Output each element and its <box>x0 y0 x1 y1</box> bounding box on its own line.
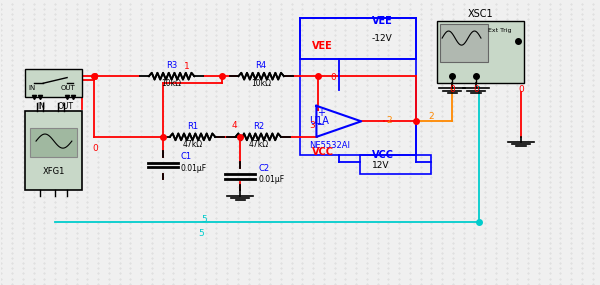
FancyBboxPatch shape <box>30 128 77 157</box>
Text: 0.01μF: 0.01μF <box>181 164 206 173</box>
Text: VCC: VCC <box>371 150 394 160</box>
Text: 3: 3 <box>309 121 315 131</box>
Text: 0: 0 <box>449 85 455 94</box>
Text: C2: C2 <box>258 164 269 173</box>
Text: 2: 2 <box>387 116 392 125</box>
Text: 2: 2 <box>428 111 434 121</box>
Text: VCC: VCC <box>312 147 334 157</box>
FancyBboxPatch shape <box>440 24 488 62</box>
Text: 10kΩ: 10kΩ <box>161 79 182 88</box>
Text: 47kΩ: 47kΩ <box>248 140 268 149</box>
Text: -12V: -12V <box>371 34 392 43</box>
Text: 4: 4 <box>232 121 237 131</box>
Text: NE5532AI: NE5532AI <box>309 141 350 150</box>
Text: OUT: OUT <box>58 102 74 111</box>
Text: 0: 0 <box>93 144 98 153</box>
FancyBboxPatch shape <box>25 111 82 190</box>
Text: VEE: VEE <box>312 41 332 51</box>
Text: XSC1: XSC1 <box>468 9 493 19</box>
Text: 0.01μF: 0.01μF <box>258 175 284 184</box>
Text: R1: R1 <box>187 122 198 131</box>
FancyBboxPatch shape <box>437 21 524 83</box>
Text: Ext Trig: Ext Trig <box>488 28 512 33</box>
Text: 0: 0 <box>93 74 98 82</box>
Text: C1: C1 <box>181 152 191 161</box>
Text: +: + <box>317 108 325 118</box>
FancyBboxPatch shape <box>25 69 82 97</box>
Text: IN: IN <box>37 102 45 111</box>
Text: 0: 0 <box>473 85 479 94</box>
Text: R2: R2 <box>253 122 264 131</box>
Text: 0: 0 <box>330 74 336 82</box>
Text: 0: 0 <box>518 85 524 94</box>
Text: XFG1: XFG1 <box>43 166 65 176</box>
Text: 10kΩ: 10kΩ <box>251 79 271 88</box>
Text: 1: 1 <box>184 62 190 71</box>
Text: −: − <box>317 120 325 130</box>
Text: U1A: U1A <box>309 116 329 126</box>
Text: R3: R3 <box>166 61 177 70</box>
Text: VEE: VEE <box>371 16 392 26</box>
Text: 5: 5 <box>202 215 207 223</box>
Text: 12V: 12V <box>371 161 389 170</box>
Text: IN: IN <box>28 85 35 91</box>
Text: 5: 5 <box>199 229 205 238</box>
Text: 47kΩ: 47kΩ <box>182 140 203 149</box>
Text: OUT: OUT <box>61 85 76 91</box>
Text: R4: R4 <box>256 61 267 70</box>
